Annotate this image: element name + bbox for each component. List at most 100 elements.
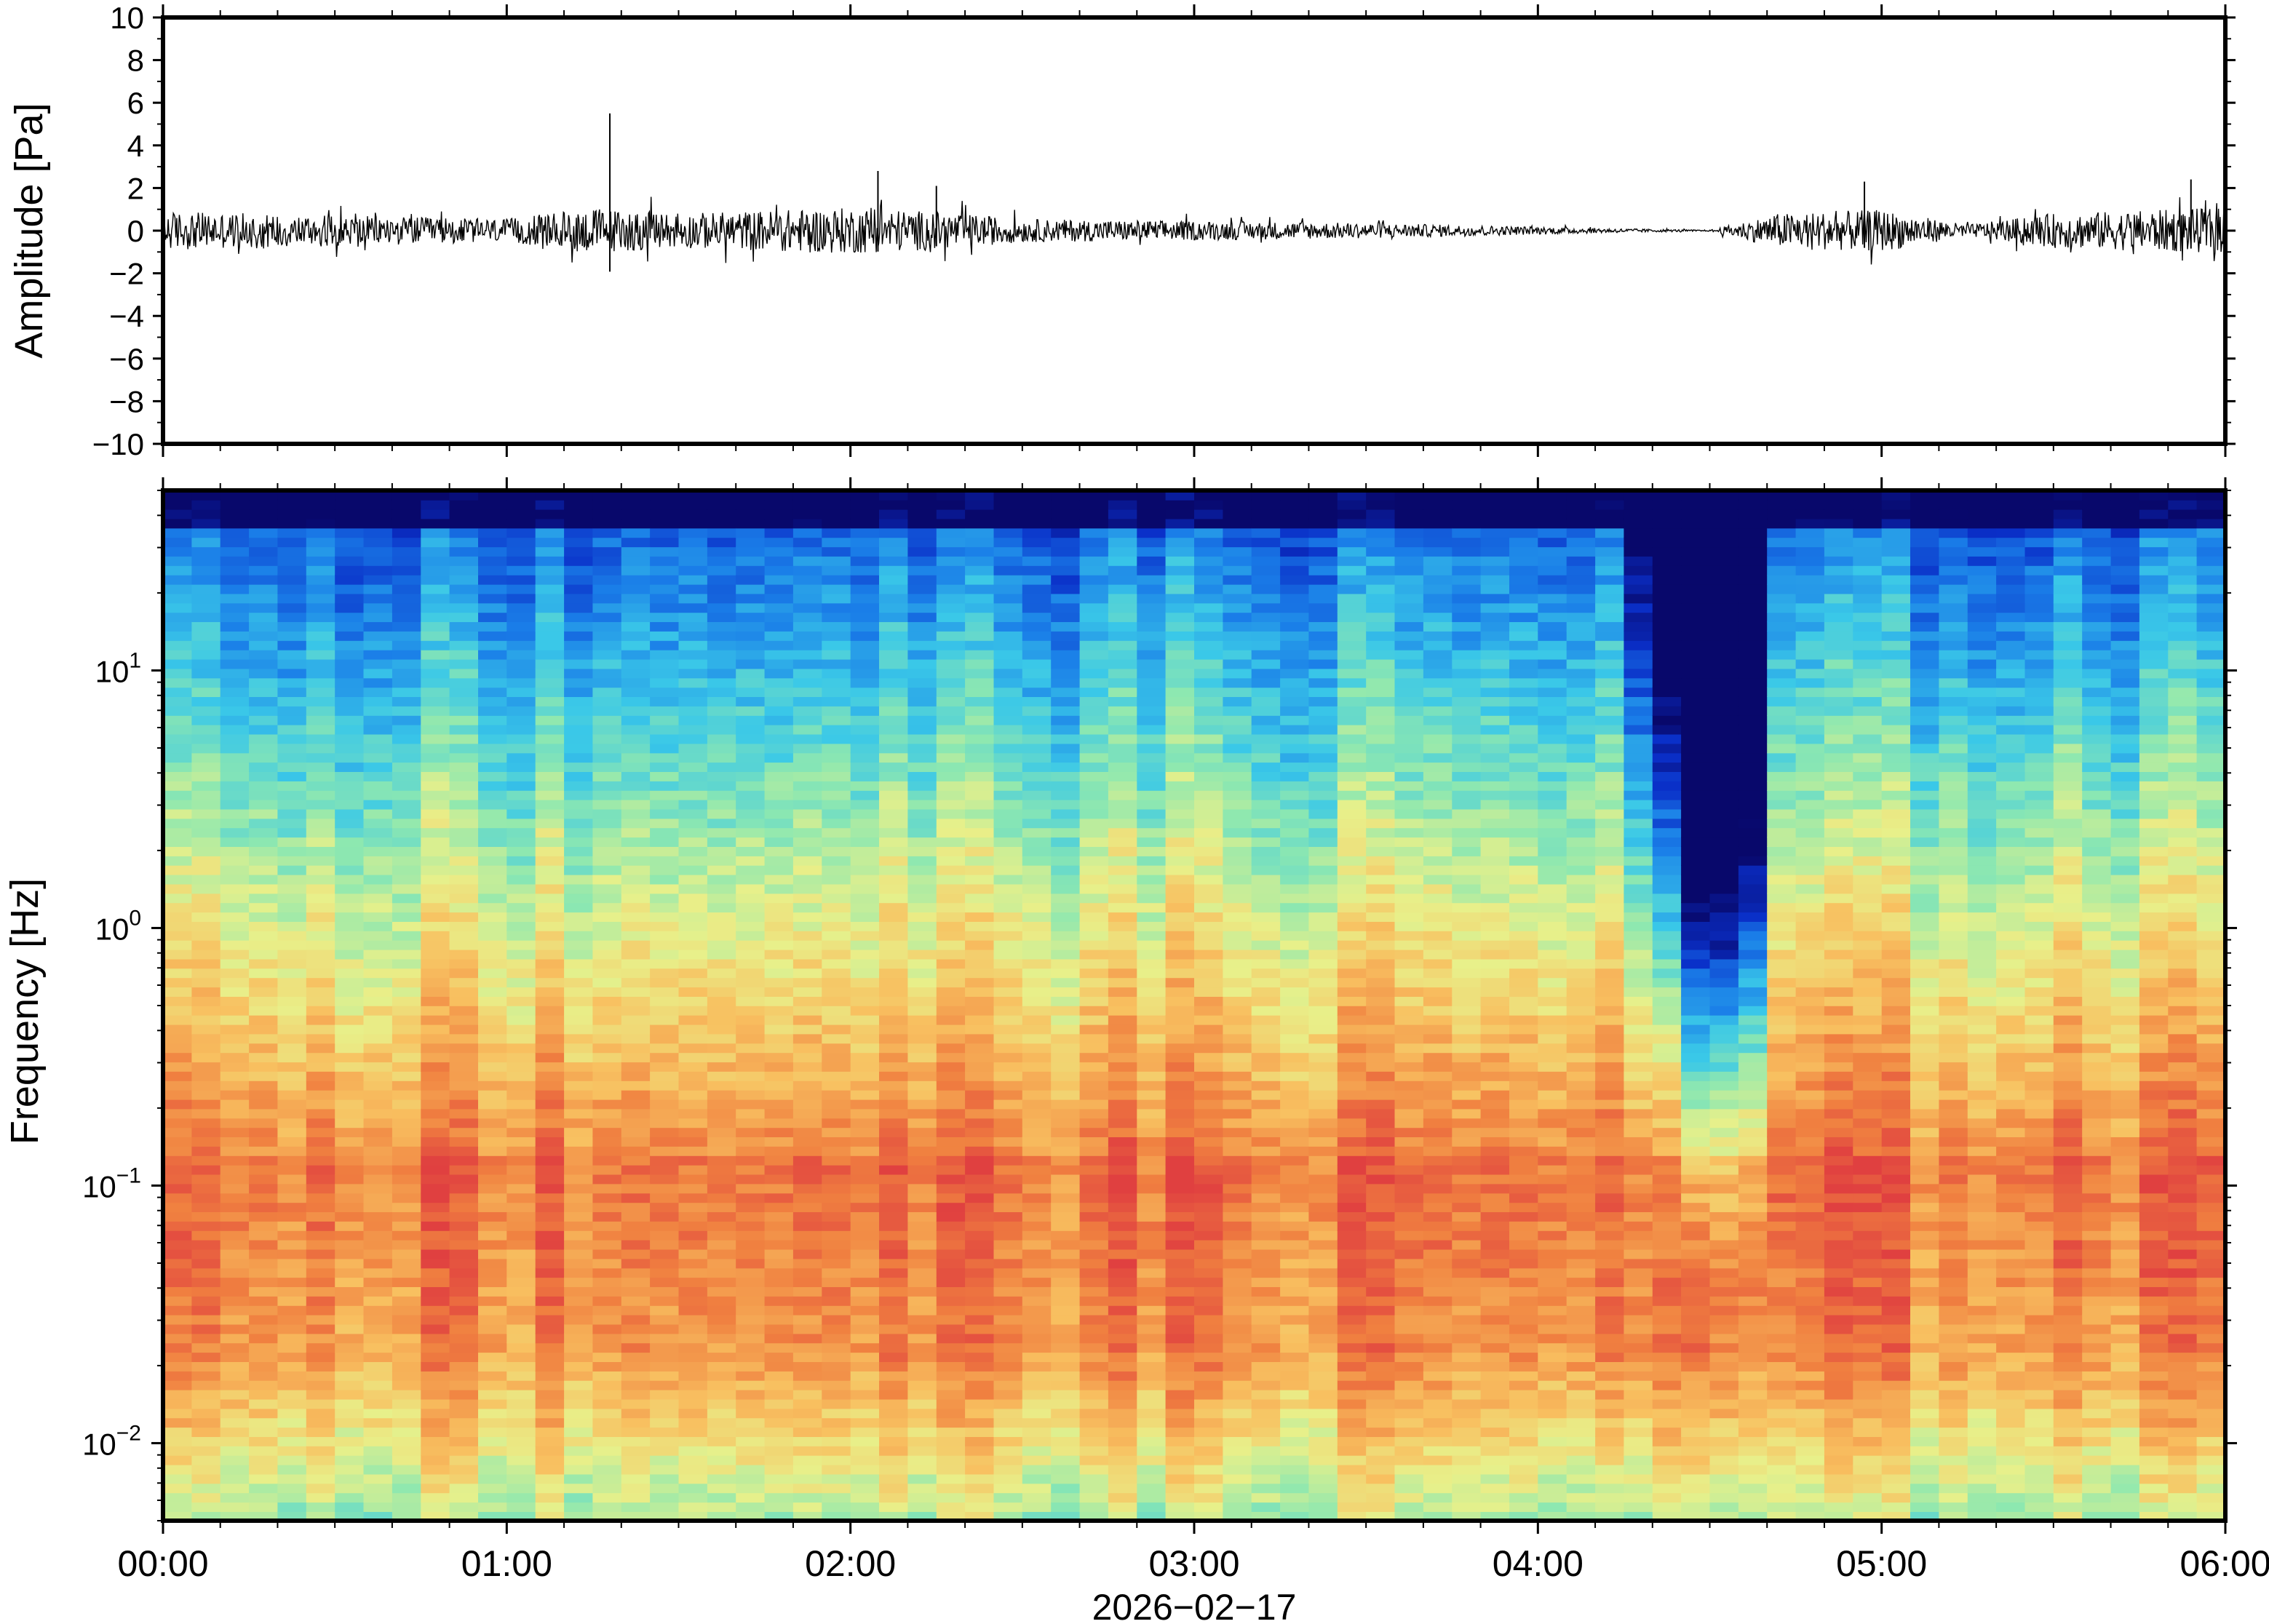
spectrogram-cell — [163, 1052, 193, 1063]
spectrogram-cell — [277, 574, 307, 585]
spectrogram-cell — [1366, 1314, 1396, 1325]
spectrogram-cell — [277, 668, 307, 679]
spectrogram-cell — [392, 1502, 422, 1512]
spectrogram-cell — [1022, 931, 1052, 941]
spectrogram-cell — [1194, 584, 1224, 594]
spectrogram-cell — [1223, 631, 1252, 641]
spectrogram-cell — [1394, 921, 1424, 931]
spectrogram-cell — [1223, 1296, 1252, 1306]
spectrogram-cell — [449, 1483, 479, 1494]
spectrogram-cell — [993, 856, 1023, 866]
spectrogram-cell — [1223, 706, 1252, 716]
spectrogram-cell — [163, 864, 193, 875]
spectrogram-cell — [421, 902, 450, 913]
spectrogram-cell — [1366, 1473, 1396, 1484]
spectrogram-cell — [421, 996, 450, 1006]
spectrogram-cell — [1108, 883, 1138, 894]
spectrogram-cell — [678, 1436, 708, 1446]
spectrogram-cell — [1137, 724, 1167, 735]
spectrogram-cell — [621, 1389, 651, 1400]
spectrogram-cell — [478, 1371, 508, 1381]
spectrogram-cell — [392, 574, 422, 585]
spectrogram-cell — [1366, 1146, 1396, 1156]
spectrogram-cell — [478, 1080, 508, 1091]
spectrogram-cell — [1223, 537, 1252, 548]
spectrogram-cell — [1308, 584, 1338, 594]
spectrogram-cell — [306, 1146, 335, 1156]
spectrogram-cell — [592, 612, 622, 622]
spectrogram-cell — [306, 837, 335, 847]
spectrogram-cell — [907, 1202, 937, 1212]
spectrogram-cell — [1108, 733, 1138, 744]
spectrogram-cell — [1165, 1080, 1195, 1091]
spectrogram-cell — [421, 1267, 450, 1278]
spectrogram-cell — [736, 1258, 766, 1269]
spectrogram-cell — [1337, 687, 1367, 697]
spectrogram-cell — [421, 518, 450, 529]
spectrogram-cell — [650, 612, 680, 622]
spectrogram-cell — [707, 958, 737, 969]
spectrogram-cell — [993, 1071, 1023, 1081]
spectrogram-cell — [392, 1398, 422, 1409]
spectrogram-cell — [1337, 1446, 1367, 1456]
spectrogram-cell — [564, 1380, 594, 1390]
spectrogram-cell — [1394, 528, 1424, 538]
spectrogram-cell — [1051, 1454, 1081, 1465]
spectrogram-cell — [506, 1183, 536, 1194]
spectrogram-cell — [1366, 696, 1396, 706]
spectrogram-cell — [678, 1380, 708, 1390]
spectrogram-cell — [1051, 1361, 1081, 1372]
spectrogram-cell — [191, 1398, 221, 1409]
spectrogram-cell — [277, 827, 307, 838]
spectrogram-cell — [1251, 912, 1281, 922]
spectrogram-cell — [191, 781, 221, 791]
spectrogram-cell — [592, 1324, 622, 1334]
spectrogram-cell — [1137, 696, 1167, 706]
spectrogram-cell — [592, 958, 622, 969]
spectrogram-cell — [1137, 996, 1167, 1006]
spectrogram-cell — [764, 1080, 794, 1091]
spectrogram-cell — [564, 574, 594, 585]
spectrogram-cell — [907, 949, 937, 960]
spectrogram-cell — [306, 612, 335, 622]
spectrogram-cell — [678, 715, 708, 725]
spectrogram-cell — [993, 1230, 1023, 1241]
spectrogram-cell — [1108, 874, 1138, 885]
spectrogram-cell — [1137, 1333, 1167, 1344]
spectrogram-cell — [1280, 537, 1310, 548]
spectrogram-cell — [707, 1314, 737, 1325]
spectrogram-cell — [879, 1389, 909, 1400]
spectrogram-cell — [535, 1080, 565, 1091]
spectrogram-cell — [1337, 1408, 1367, 1419]
spectrogram-cell — [592, 902, 622, 913]
spectrogram-cell — [335, 565, 365, 576]
spectrogram-cell — [879, 1062, 909, 1072]
spectrogram-cell — [220, 799, 250, 810]
spectrogram-cell — [592, 949, 622, 960]
spectrogram-cell — [1079, 1286, 1109, 1297]
spectrogram-cell — [449, 1089, 479, 1100]
spectrogram-cell — [564, 939, 594, 950]
spectrogram-cell — [707, 818, 737, 829]
spectrogram-cell — [306, 1099, 335, 1110]
spectrogram-cell — [1366, 1249, 1396, 1259]
spectrogram-cell — [421, 931, 450, 941]
spectrogram-cell — [1137, 584, 1167, 594]
spectrogram-cell — [506, 1408, 536, 1419]
spectrogram-cell — [993, 1305, 1023, 1315]
spectrogram-cell — [993, 1127, 1023, 1137]
spectrogram-cell — [564, 1221, 594, 1231]
spectrogram-cell — [249, 1043, 279, 1054]
spectrogram-cell — [478, 1230, 508, 1241]
spectrogram-cell — [1337, 1361, 1367, 1372]
spectrogram-cell — [879, 1137, 909, 1147]
spectrogram-cell — [1165, 856, 1195, 866]
spectrogram-cell — [449, 677, 479, 688]
spectrogram-cell — [1137, 1502, 1167, 1512]
spectrogram-cell — [363, 1230, 393, 1241]
spectrogram-cell — [822, 1174, 851, 1185]
spectrogram-cell — [363, 1043, 393, 1054]
spectrogram-cell — [879, 1127, 909, 1137]
spectrogram-cell — [220, 621, 250, 632]
spectrogram-cell — [1051, 1380, 1081, 1390]
